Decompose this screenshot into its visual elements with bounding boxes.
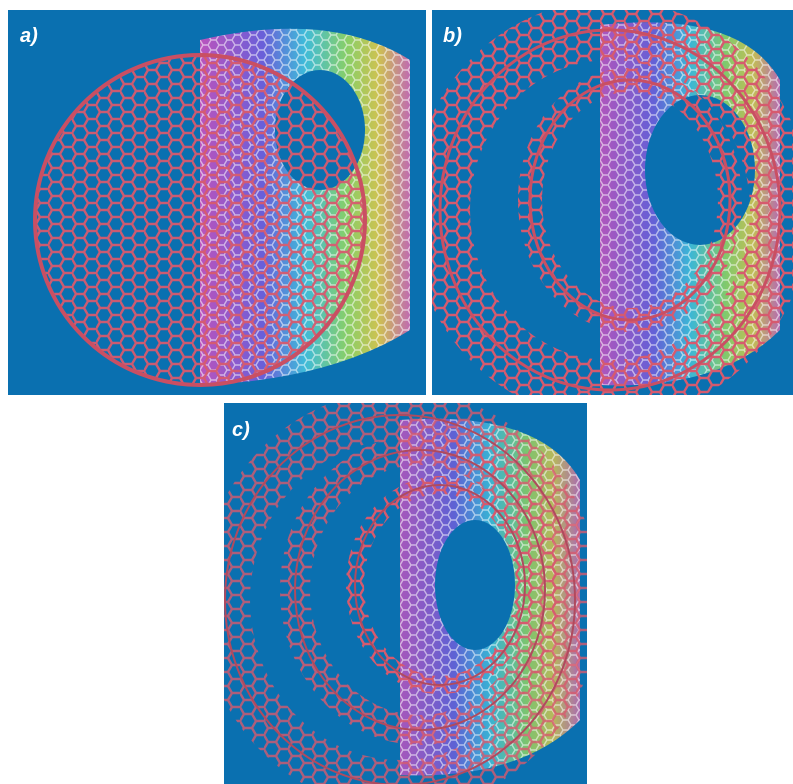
panel-b [432, 10, 793, 395]
panel-a [8, 10, 426, 395]
page: a) b) c) (() => { const data = JSON.pars… [0, 0, 793, 784]
panel-label: a) [20, 25, 38, 47]
panel-c [224, 403, 587, 784]
figure: a) b) c) [0, 0, 793, 784]
panel-label: b) [443, 25, 462, 47]
panel-label: c) [232, 419, 250, 441]
